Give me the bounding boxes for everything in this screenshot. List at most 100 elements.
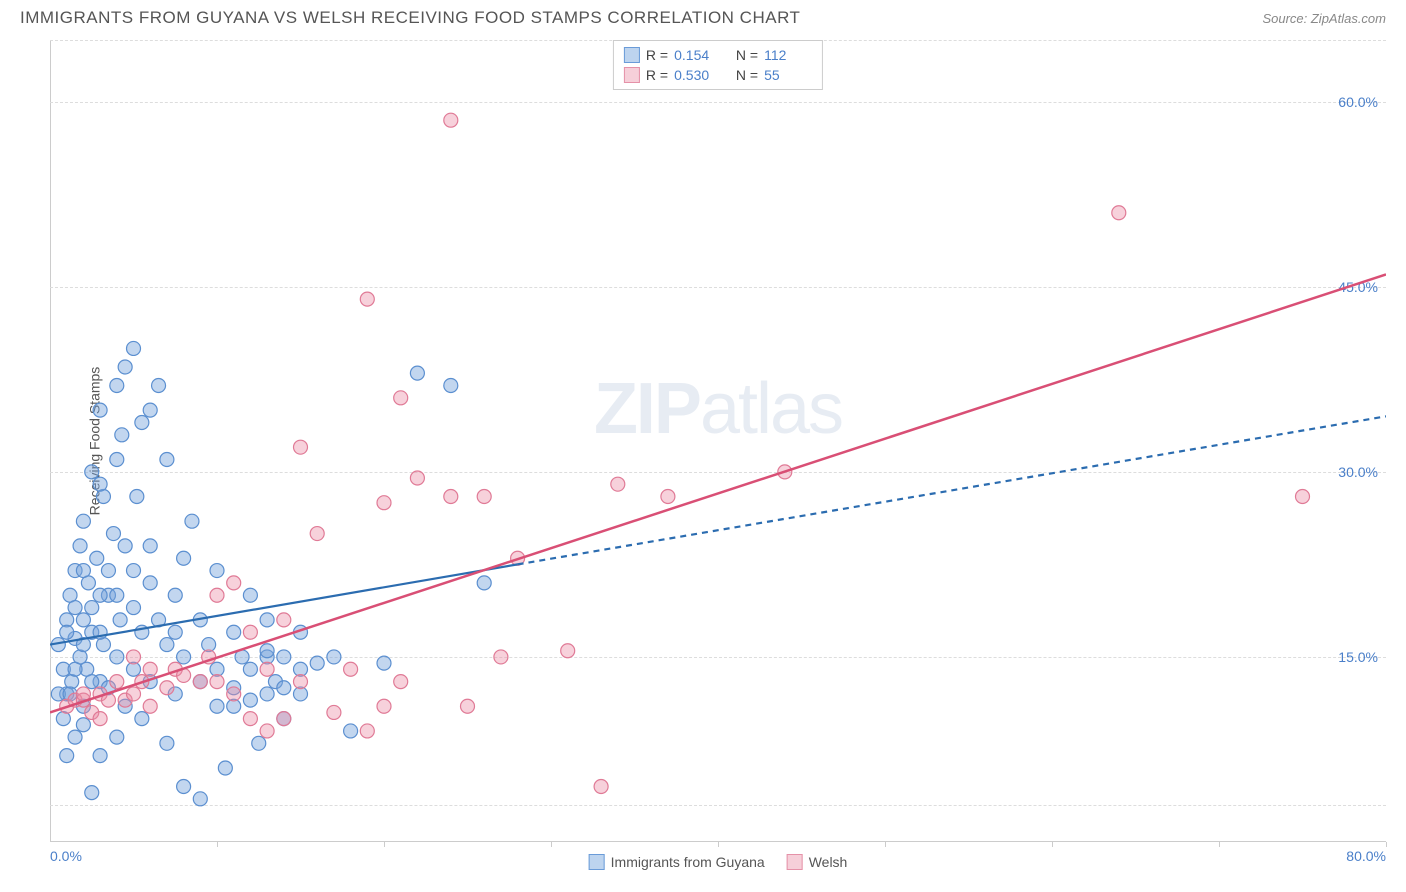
scatter-point-guyana [168,588,182,602]
scatter-point-guyana [143,403,157,417]
scatter-point-guyana [96,638,110,652]
scatter-point-guyana [193,792,207,806]
scatter-point-welsh [143,699,157,713]
legend-N-label: N = [728,67,758,83]
scatter-svg [50,40,1386,842]
legend-swatch-guyana [624,47,640,63]
scatter-point-guyana [243,693,257,707]
scatter-point-welsh [277,712,291,726]
scatter-point-guyana [76,514,90,528]
scatter-point-guyana [227,625,241,639]
scatter-point-welsh [127,650,141,664]
scatter-point-welsh [210,675,224,689]
scatter-point-welsh [1296,490,1310,504]
scatter-point-welsh [277,613,291,627]
x-tick-mark [384,842,385,847]
x-tick-mark [1219,842,1220,847]
trendline-dashed-guyana [518,416,1386,564]
scatter-point-welsh [243,712,257,726]
scatter-point-welsh [611,477,625,491]
scatter-point-welsh [143,662,157,676]
scatter-point-guyana [106,527,120,541]
scatter-point-welsh [394,391,408,405]
scatter-point-guyana [260,644,274,658]
scatter-point-guyana [218,761,232,775]
scatter-point-guyana [60,625,74,639]
scatter-point-guyana [96,490,110,504]
scatter-point-welsh [377,496,391,510]
scatter-point-welsh [260,662,274,676]
legend-swatch-icon [589,854,605,870]
scatter-point-guyana [68,601,82,615]
scatter-point-welsh [210,588,224,602]
chart-title: IMMIGRANTS FROM GUYANA VS WELSH RECEIVIN… [20,8,800,28]
scatter-point-guyana [85,675,99,689]
scatter-point-guyana [85,786,99,800]
scatter-point-guyana [168,625,182,639]
scatter-point-welsh [93,712,107,726]
x-tick-mark [1052,842,1053,847]
scatter-point-welsh [594,779,608,793]
scatter-point-welsh [494,650,508,664]
x-tick-mark [217,842,218,847]
scatter-point-welsh [477,490,491,504]
scatter-point-welsh [127,687,141,701]
legend-item-guyana[interactable]: Immigrants from Guyana [589,854,765,870]
scatter-point-guyana [113,613,127,627]
source-attribution: Source: ZipAtlas.com [1262,11,1386,26]
legend-R-value-guyana: 0.154 [674,47,722,63]
scatter-point-guyana [344,724,358,738]
scatter-point-guyana [110,378,124,392]
scatter-point-guyana [277,681,291,695]
scatter-point-guyana [327,650,341,664]
scatter-point-guyana [260,687,274,701]
scatter-point-guyana [277,650,291,664]
scatter-point-welsh [193,675,207,689]
scatter-point-guyana [110,650,124,664]
legend-N-value-welsh: 55 [764,67,812,83]
scatter-point-guyana [310,656,324,670]
legend-label-welsh: Welsh [809,854,848,870]
scatter-point-guyana [93,588,107,602]
plot-area: ZIPatlas R = 0.154 N = 112R = 0.530 N = … [50,40,1386,842]
chart-container: Receiving Food Stamps ZIPatlas R = 0.154… [50,40,1386,842]
scatter-point-guyana [377,656,391,670]
scatter-point-guyana [135,415,149,429]
scatter-point-welsh [444,490,458,504]
source-prefix: Source: [1262,11,1310,26]
scatter-point-guyana [243,588,257,602]
x-tick-mark [551,842,552,847]
scatter-point-guyana [210,699,224,713]
scatter-point-welsh [360,724,374,738]
scatter-point-welsh [661,490,675,504]
scatter-point-welsh [1112,206,1126,220]
legend-item-welsh[interactable]: Welsh [787,854,848,870]
scatter-point-guyana [177,551,191,565]
scatter-point-welsh [160,681,174,695]
legend-label-guyana: Immigrants from Guyana [611,854,765,870]
scatter-point-welsh [410,471,424,485]
scatter-point-welsh [294,675,308,689]
scatter-point-guyana [160,453,174,467]
scatter-point-welsh [227,687,241,701]
scatter-point-guyana [68,730,82,744]
scatter-point-welsh [294,440,308,454]
scatter-point-guyana [73,539,87,553]
scatter-point-guyana [410,366,424,380]
legend-N-value-guyana: 112 [764,47,812,63]
source-link[interactable]: ZipAtlas.com [1311,11,1386,26]
legend-stats-row-welsh: R = 0.530 N = 55 [624,65,812,85]
trendline-welsh [50,274,1386,712]
scatter-point-welsh [310,527,324,541]
scatter-point-guyana [444,378,458,392]
x-tick-label: 0.0% [50,848,82,864]
scatter-point-welsh [444,113,458,127]
x-tick-mark [718,842,719,847]
scatter-point-guyana [93,403,107,417]
scatter-point-guyana [260,613,274,627]
scatter-point-welsh [377,699,391,713]
scatter-point-guyana [177,650,191,664]
legend-R-label: R = [646,67,668,83]
scatter-point-guyana [93,477,107,491]
legend-stats-row-guyana: R = 0.154 N = 112 [624,45,812,65]
